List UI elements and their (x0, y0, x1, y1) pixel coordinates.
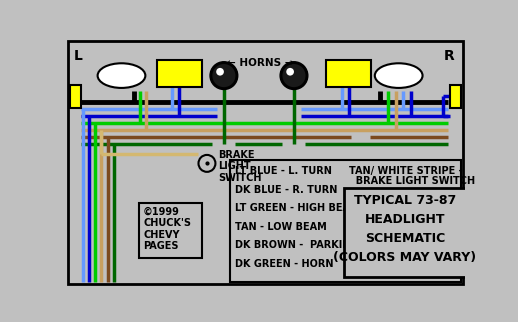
Text: BRAKE LIGHT SWITCH: BRAKE LIGHT SWITCH (350, 176, 476, 186)
Text: BRAKE
LIGHT
SWITCH: BRAKE LIGHT SWITCH (219, 149, 262, 183)
Text: LT BLUE - L. TURN: LT BLUE - L. TURN (235, 166, 332, 176)
Text: DK GREEN - HORN: DK GREEN - HORN (235, 259, 333, 269)
Bar (157, 60, 202, 87)
Ellipse shape (375, 63, 423, 88)
Bar (139, 203, 203, 258)
Circle shape (282, 64, 306, 87)
Bar (326, 60, 371, 87)
Text: TAN - LOW BEAM: TAN - LOW BEAM (235, 222, 326, 232)
Bar (70, 85, 81, 108)
Text: TYPICAL 73-87
HEADLIGHT
SCHEMATIC
(COLORS MAY VARY): TYPICAL 73-87 HEADLIGHT SCHEMATIC (COLOR… (333, 194, 477, 264)
Circle shape (216, 68, 224, 76)
Text: ← HORNS →: ← HORNS → (227, 58, 293, 68)
Text: LT GREEN - HIGH BEAM: LT GREEN - HIGH BEAM (235, 204, 359, 213)
Text: L: L (74, 49, 82, 63)
Text: ©1999
CHUCK'S
CHEVY
PAGES: ©1999 CHUCK'S CHEVY PAGES (143, 206, 191, 251)
Text: R: R (443, 49, 454, 63)
Circle shape (286, 68, 294, 76)
Ellipse shape (97, 63, 146, 88)
Circle shape (198, 155, 215, 172)
Circle shape (210, 62, 238, 90)
Text: DK BROWN -  PARKING LIGHTS: DK BROWN - PARKING LIGHTS (235, 241, 401, 251)
Text: TAN/ WHITE STRIPE -: TAN/ WHITE STRIPE - (350, 166, 463, 176)
Bar (450, 85, 461, 108)
Circle shape (212, 64, 236, 87)
Text: DK BLUE - R. TURN: DK BLUE - R. TURN (235, 185, 337, 195)
Bar (230, 160, 461, 282)
Bar (344, 188, 466, 277)
Circle shape (280, 62, 308, 90)
